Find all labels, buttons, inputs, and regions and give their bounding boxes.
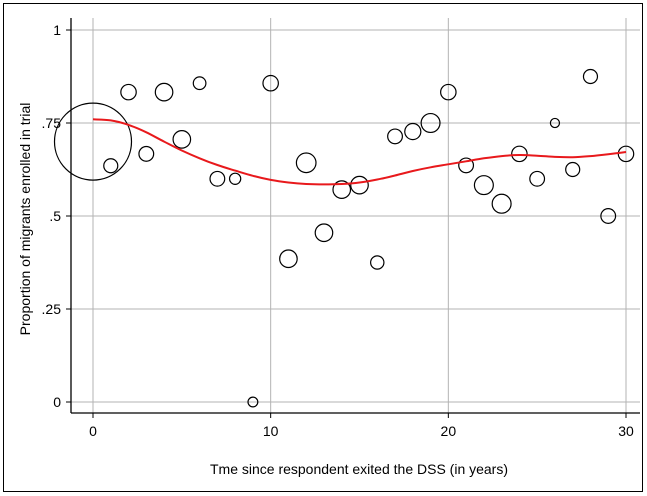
data-point-13 bbox=[314, 223, 334, 243]
data-point-3 bbox=[138, 145, 155, 162]
y-tick-label-2: .5 bbox=[49, 208, 61, 224]
data-point-26 bbox=[549, 117, 561, 129]
data-point-17 bbox=[387, 128, 403, 145]
data-point-12 bbox=[295, 152, 317, 174]
data-point-27 bbox=[565, 161, 581, 178]
data-point-6 bbox=[192, 76, 207, 91]
data-point-29 bbox=[600, 208, 617, 224]
data-point-20 bbox=[440, 83, 457, 101]
smooth-line bbox=[92, 118, 627, 186]
data-point-10 bbox=[262, 74, 279, 92]
x-tick-label-1: 10 bbox=[263, 423, 279, 439]
data-point-5 bbox=[172, 130, 192, 149]
data-point-11 bbox=[279, 249, 298, 269]
data-point-0 bbox=[53, 102, 133, 181]
y-tick-label-0: 0 bbox=[53, 394, 61, 410]
data-point-28 bbox=[582, 68, 599, 85]
y-axis-label: Proportion of migrants enrolled in trial bbox=[17, 103, 33, 336]
data-point-19 bbox=[420, 112, 441, 134]
data-point-2 bbox=[120, 83, 137, 101]
data-point-14 bbox=[332, 180, 352, 199]
data-point-9 bbox=[247, 396, 259, 408]
data-point-15 bbox=[350, 175, 369, 195]
data-point-25 bbox=[529, 170, 546, 187]
data-point-4 bbox=[154, 82, 174, 102]
data-point-22 bbox=[473, 175, 494, 196]
chart-frame: 0.25.5.75 1 0 10 20 30 Tme since respondent e… bbox=[3, 3, 643, 492]
data-points bbox=[53, 68, 635, 408]
x-tick-label-3: 30 bbox=[618, 423, 634, 439]
data-point-24 bbox=[511, 145, 528, 163]
x-tick-label-0: 0 bbox=[89, 423, 97, 439]
data-point-18 bbox=[404, 122, 422, 141]
y-tick-label-3: .75 bbox=[42, 115, 62, 131]
x-tick-label-2: 20 bbox=[441, 423, 457, 439]
y-tick-label-1: .25 bbox=[42, 301, 62, 317]
axes bbox=[66, 18, 640, 418]
data-point-7 bbox=[209, 170, 226, 187]
data-point-16 bbox=[370, 255, 385, 270]
x-axis-label: Tme since respondent exited the DSS (in … bbox=[210, 461, 508, 477]
data-point-23 bbox=[491, 193, 512, 214]
data-point-21 bbox=[458, 157, 475, 174]
data-point-8 bbox=[228, 172, 242, 185]
data-point-1 bbox=[103, 158, 119, 174]
y-tick-label-4: 1 bbox=[53, 22, 61, 38]
smooth-fit-line bbox=[92, 118, 627, 186]
